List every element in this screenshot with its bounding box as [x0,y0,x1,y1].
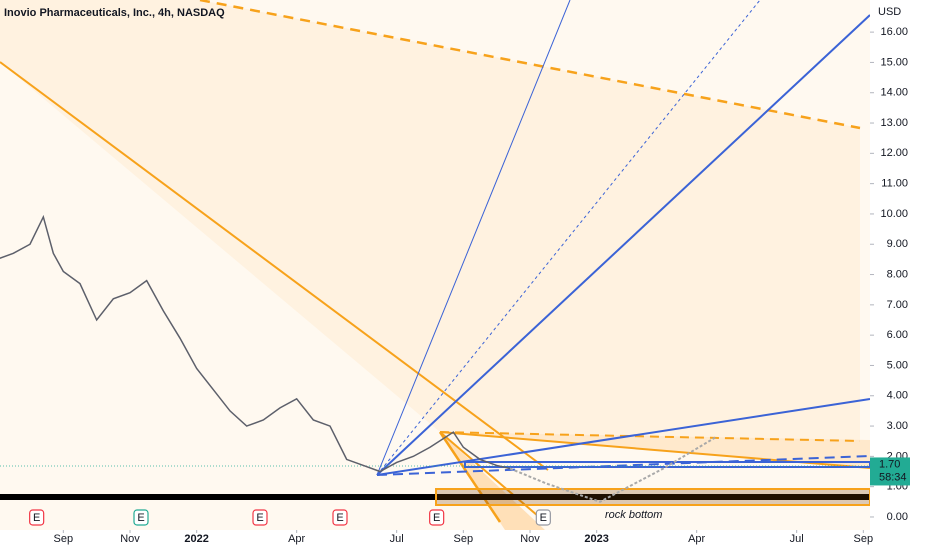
zone-fill [0,0,860,440]
price-line [0,214,511,473]
x-tick-label: Sep [454,533,474,545]
y-tick-label: 5.00 [887,359,908,371]
price-badge [870,457,910,486]
event-marker [535,509,551,526]
y-tick-label: 4.00 [887,390,908,402]
fan-line [376,455,871,476]
event-label: E [33,512,40,524]
y-tick-label: 8.00 [887,268,908,280]
y-tick-label: 11.00 [881,178,908,190]
y-tick-label: 6.00 [887,329,908,341]
x-tick-label: Nov [120,533,140,545]
fan-line [376,14,871,476]
x-tick-label: Jul [790,533,804,545]
x-tick-label: Apr [688,533,705,545]
event-label: E [540,512,547,524]
y-tick-label: 10.00 [880,208,908,220]
annotation: rock bottom [605,509,662,521]
event-marker [252,509,268,526]
x-tick-label: 2022 [184,533,208,545]
x-tick-label: Sep [54,533,74,545]
trend-line [439,431,546,523]
y-tick-label: 7.00 [887,299,908,311]
x-tick-label: 2023 [584,533,608,545]
price-label: 1.70 [879,458,900,470]
event-label: E [256,512,263,524]
y-tick-label: 15.00 [880,56,908,68]
fan-line [376,0,571,476]
y-tick-label: 13.00 [880,117,908,129]
y-tick-label: 12.00 [880,147,908,159]
y-tick-label: 9.00 [887,238,908,250]
y-tick-label: 3.00 [887,420,908,432]
x-tick-label: Nov [520,533,540,545]
x-tick-label: Jul [390,533,404,545]
y-tick-label: 14.00 [880,87,908,99]
y-tick-label: 0.00 [887,511,908,523]
projection-line [509,435,718,503]
fan-line [376,398,871,476]
y-tick-label: 16.00 [880,26,908,38]
event-marker [133,509,149,526]
chart-title: Inovio Pharmaceuticals, Inc., 4h, NASDAQ [4,7,225,19]
event-marker [332,509,348,526]
countdown: 58:34 [879,471,907,483]
event-marker [29,509,45,526]
support-box [435,488,871,506]
x-tick-label: Sep [854,533,874,545]
event-label: E [433,512,440,524]
event-marker [429,509,445,526]
axis-unit: USD [878,6,901,18]
x-axis [0,530,870,550]
event-label: E [336,512,343,524]
x-tick-label: Apr [288,533,305,545]
trend-line [439,431,861,442]
event-label: E [137,512,144,524]
trend-line [438,431,502,523]
